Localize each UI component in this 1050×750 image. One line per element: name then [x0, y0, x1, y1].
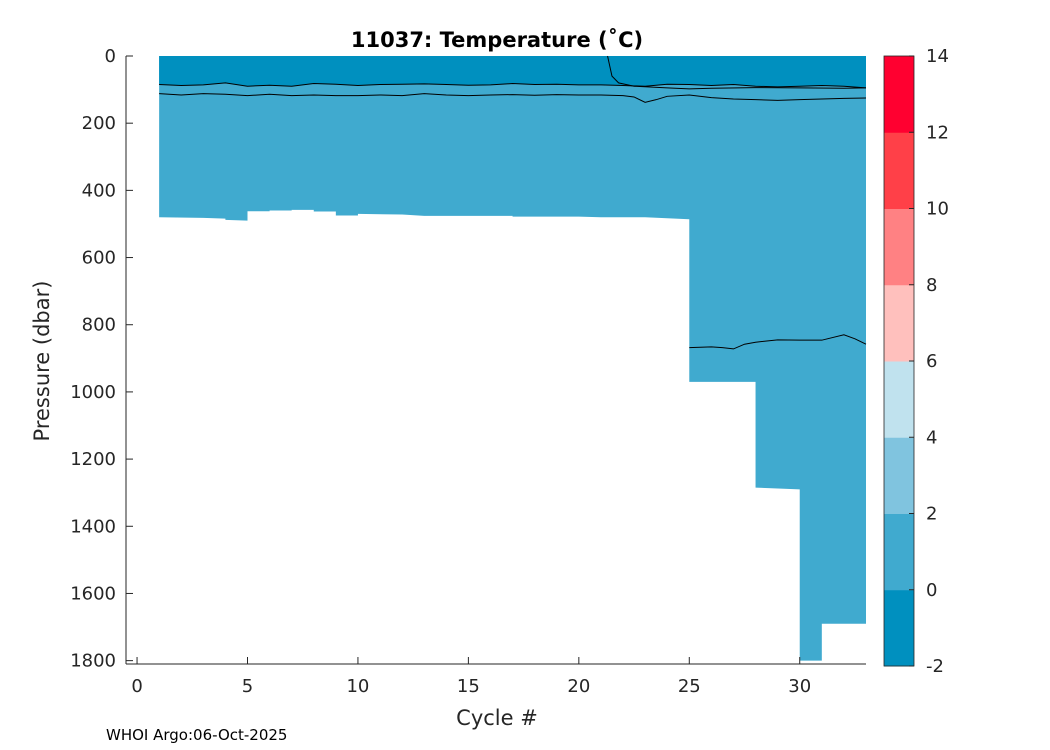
- colorbar-tick-label: 6: [926, 351, 937, 372]
- colorbar-tick-label: 8: [926, 275, 937, 296]
- colorbar-swatch: [884, 589, 914, 667]
- colorbar-tick-label: 10: [926, 199, 949, 220]
- temperature-band-fill: [159, 56, 866, 661]
- y-axis: 0 200 400 600 800 1000 1200 1400 1600 1800: [70, 46, 133, 672]
- colorbar-tick-label: 4: [926, 427, 937, 448]
- contour-line-2: [607, 55, 867, 90]
- colorbar-swatch: [884, 56, 914, 133]
- x-axis-label: Cycle #: [456, 706, 538, 730]
- x-tick-label: 5: [242, 676, 253, 697]
- footer-credit: WHOI Argo:06-Oct-2025: [106, 726, 288, 744]
- y-tick-label: 800: [82, 315, 116, 336]
- contour-line-3: [689, 334, 867, 350]
- y-tick-label: 600: [82, 248, 116, 269]
- y-tick-label: 1400: [70, 516, 116, 537]
- colorbar-tick-label: -2: [926, 656, 944, 677]
- x-tick-label: 10: [346, 676, 369, 697]
- y-tick-label: 1800: [70, 651, 116, 672]
- y-axis-label: Pressure (dbar): [30, 281, 54, 442]
- contour-line-0: [159, 82, 867, 89]
- colorbar-swatch: [884, 208, 914, 286]
- y-tick-label: 0: [105, 46, 116, 67]
- colorbar: -2 0 2 4 6 8 10 12 14: [883, 46, 949, 677]
- colorbar-swatch: [884, 132, 914, 209]
- colorbar-tick-label: 12: [926, 122, 949, 143]
- contour-line-1: [159, 93, 867, 103]
- colorbar-tick-label: 0: [926, 580, 937, 601]
- colorbar-swatch: [884, 284, 914, 362]
- colorbar-tick-label: 2: [926, 504, 937, 525]
- x-tick-label: 0: [131, 676, 142, 697]
- colorbar-tick-label: 14: [926, 46, 949, 67]
- chart-title: 11037: Temperature (˚C): [351, 28, 643, 52]
- plot-area: [159, 55, 867, 661]
- y-tick-label: 1200: [70, 449, 116, 470]
- colorbar-swatch: [884, 513, 914, 591]
- surface-cold-band: [159, 56, 866, 88]
- x-tick-label: 15: [457, 676, 480, 697]
- x-tick-label: 30: [788, 676, 811, 697]
- colorbar-swatch: [884, 437, 914, 514]
- y-tick-label: 1600: [70, 583, 116, 604]
- y-tick-label: 1000: [70, 382, 116, 403]
- x-tick-label: 20: [567, 676, 590, 697]
- colorbar-swatch: [884, 361, 914, 438]
- y-tick-label: 400: [82, 180, 116, 201]
- x-tick-label: 25: [678, 676, 701, 697]
- x-axis: 0 5 10 15 20 25 30: [126, 657, 866, 697]
- y-tick-label: 200: [82, 113, 116, 134]
